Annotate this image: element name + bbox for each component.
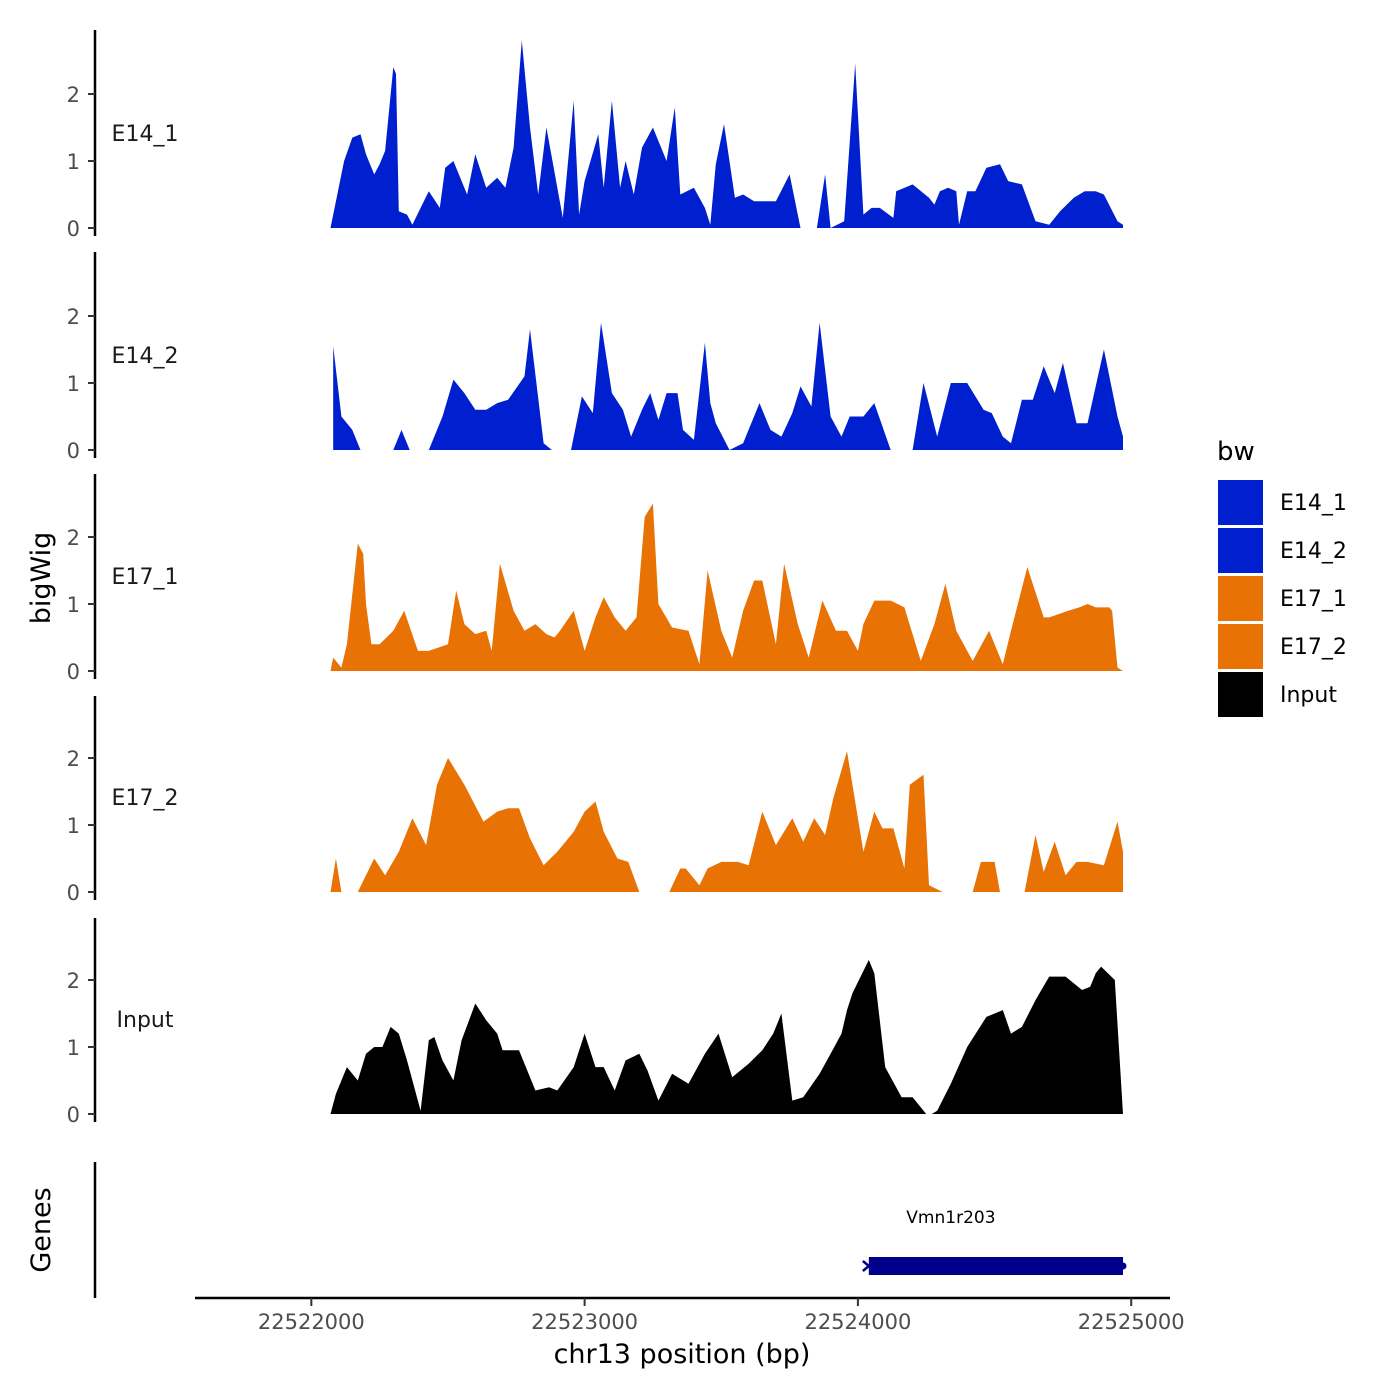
y-tick-label: 0 — [67, 439, 80, 463]
area-E17_2-segment-4 — [1024, 821, 1123, 892]
y-tick-label: 0 — [67, 660, 80, 684]
legend-title: bw — [1217, 437, 1255, 467]
x-tick-label: 22523000 — [531, 1310, 638, 1334]
legend-swatch-Input — [1218, 672, 1263, 717]
legend-label-Input: Input — [1280, 683, 1337, 708]
area-E14_2-segment-0 — [333, 346, 361, 450]
signal-tracks: 0 1 2 E14_1 0 1 2 E14_2 0 1 2 E17_1 0 1 2 E17_2 0 1 2 Input — [67, 30, 1123, 1127]
y-tick-label: 0 — [67, 1103, 80, 1127]
gene-shapes: Vmn1r203 — [862, 1208, 1127, 1275]
y-tick-label: 2 — [67, 969, 80, 993]
gene-track: Genes Vmn1r203 — [26, 1162, 1127, 1298]
area-E14_1-segment-0 — [330, 40, 801, 229]
x-axis: 22522000 22523000 22524000 22525000 chr13 p… — [195, 1296, 1185, 1370]
y-tick-label: 2 — [67, 305, 80, 329]
y-axis-title: bigWig — [26, 532, 57, 625]
track-label-E17_2: E17_2 — [112, 786, 179, 811]
y-tick-label: 1 — [67, 593, 80, 617]
track-E17_1: 0 1 2 E17_1 — [67, 474, 1123, 684]
gene-track-label: Genes — [26, 1187, 57, 1272]
area-E17_2-segment-2 — [669, 751, 943, 892]
gene-label-Vmn1r203: Vmn1r203 — [906, 1208, 995, 1228]
y-tick-label: 2 — [67, 747, 80, 771]
y-tick-label: 1 — [67, 814, 80, 838]
gene-strand-arrow-lower — [862, 1265, 870, 1272]
y-tick-label: 1 — [67, 150, 80, 174]
legend-swatch-E14_1 — [1218, 480, 1263, 525]
x-tick-label: 22525000 — [1078, 1310, 1185, 1334]
track-label-E14_2: E14_2 — [112, 344, 179, 369]
gene-body-Vmn1r203 — [868, 1257, 1123, 1275]
legend-items: E14_1 E14_2 E17_1 E17_2 Input — [1218, 480, 1347, 717]
legend-swatch-E14_2 — [1218, 528, 1263, 573]
x-tick-label: 22522000 — [258, 1310, 365, 1334]
x-tick-label: 22524000 — [804, 1310, 911, 1334]
y-tick-label: 2 — [67, 526, 80, 550]
area-E17_2-segment-0 — [330, 858, 342, 892]
track-Input: 0 1 2 Input — [67, 918, 1123, 1127]
y-tick-label: 1 — [67, 1036, 80, 1060]
track-E14_2: 0 1 2 E14_2 — [67, 252, 1123, 463]
track-label-Input: Input — [117, 1008, 174, 1033]
track-E17_2: 0 1 2 E17_2 — [67, 696, 1123, 905]
legend-label-E14_2: E14_2 — [1280, 539, 1347, 564]
area-E14_2-segment-1 — [393, 429, 410, 450]
y-tick-label: 0 — [67, 881, 80, 905]
legend-label-E17_2: E17_2 — [1280, 635, 1347, 660]
area-E14_2-segment-4 — [912, 349, 1123, 450]
legend-label-E17_1: E17_1 — [1280, 587, 1347, 612]
track-E14_1: 0 1 2 E14_1 — [67, 30, 1123, 241]
legend: bw E14_1 E14_2 E17_1 E17_2 Input — [1217, 437, 1347, 717]
legend-label-E14_1: E14_1 — [1280, 491, 1347, 516]
track-label-E17_1: E17_1 — [112, 565, 179, 590]
y-tick-label: 2 — [67, 83, 80, 107]
area-E14_2-segment-3 — [571, 322, 891, 450]
x-axis-title: chr13 position (bp) — [554, 1339, 811, 1370]
x-ticks: 22522000 22523000 22524000 22525000 — [258, 1298, 1185, 1334]
legend-swatch-E17_1 — [1218, 576, 1263, 621]
area-Input-segment-0 — [330, 959, 1123, 1114]
area-E17_2-segment-3 — [972, 861, 1000, 892]
y-tick-label: 0 — [67, 217, 80, 241]
area-E14_1-segment-1 — [816, 63, 1123, 228]
gene-strand-arrow-upper — [862, 1260, 870, 1267]
track-label-E14_1: E14_1 — [112, 122, 179, 147]
gene-end-marker — [1119, 1262, 1127, 1270]
y-tick-label: 1 — [67, 372, 80, 396]
area-E14_2-segment-2 — [428, 329, 552, 450]
legend-swatch-E17_2 — [1218, 624, 1263, 669]
area-E17_2-segment-1 — [357, 758, 640, 892]
area-E17_1-segment-0 — [330, 503, 1123, 671]
